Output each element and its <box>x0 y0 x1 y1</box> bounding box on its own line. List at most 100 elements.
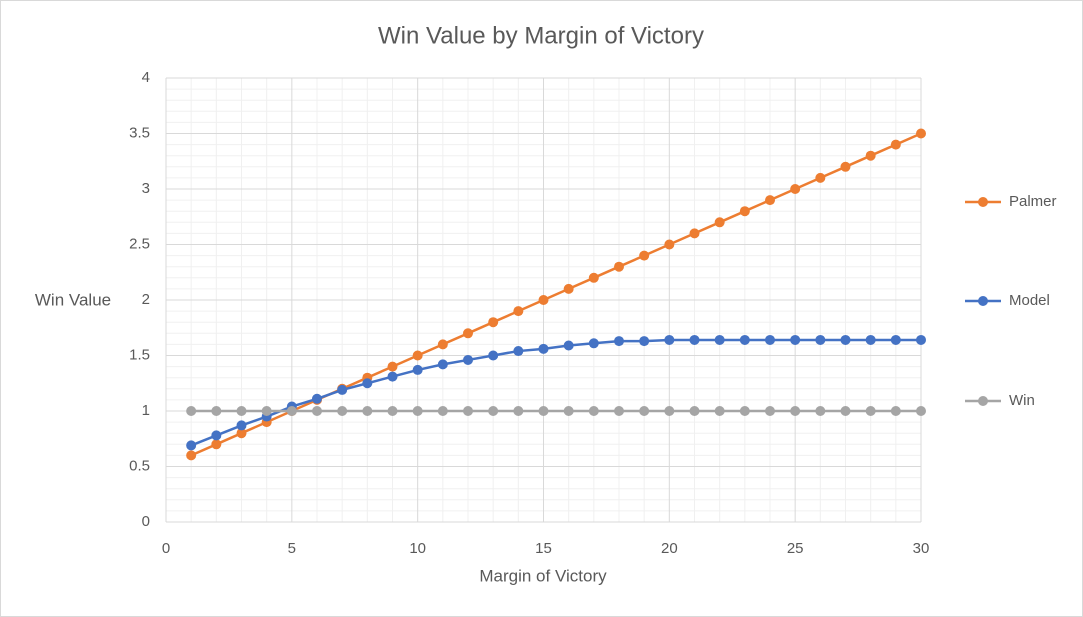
data-point <box>639 406 650 416</box>
data-point <box>714 217 725 228</box>
data-point <box>186 440 197 451</box>
data-point <box>588 406 599 416</box>
data-point <box>639 250 650 261</box>
y-axis-title: Win Value <box>35 290 111 309</box>
data-point <box>387 371 398 382</box>
data-point <box>840 161 851 172</box>
data-point <box>538 406 549 416</box>
data-point <box>664 406 675 416</box>
data-point <box>538 343 549 354</box>
data-point <box>865 150 876 161</box>
data-point <box>488 406 499 416</box>
data-point <box>463 328 473 339</box>
data-point <box>664 334 675 345</box>
data-point <box>236 428 247 439</box>
data-point <box>513 306 524 317</box>
data-point <box>739 206 750 217</box>
data-point <box>689 406 700 416</box>
y-tick-label: 3 <box>142 180 150 197</box>
y-tick-label: 2 <box>142 291 150 308</box>
data-point <box>765 406 775 416</box>
data-point <box>916 334 926 345</box>
data-point <box>865 406 876 416</box>
data-point <box>865 334 876 345</box>
data-point <box>211 430 222 441</box>
x-tick-label: 30 <box>913 540 930 557</box>
data-point <box>488 317 499 328</box>
data-point <box>563 406 574 416</box>
series <box>186 334 926 451</box>
x-tick-label: 15 <box>535 540 552 557</box>
data-point <box>790 184 801 194</box>
data-point <box>186 406 197 416</box>
data-point <box>890 139 901 150</box>
data-point <box>664 239 675 250</box>
x-tick-label: 10 <box>409 540 426 557</box>
data-point <box>815 406 826 416</box>
data-point <box>236 420 247 431</box>
y-tick-label: 1 <box>142 402 150 419</box>
chart-title: Win Value by Margin of Victory <box>378 22 704 49</box>
data-point <box>614 406 624 416</box>
data-point <box>916 128 926 139</box>
data-point <box>588 272 599 283</box>
data-point <box>765 195 775 206</box>
data-point <box>714 334 725 345</box>
data-point <box>790 406 801 416</box>
data-point <box>639 336 650 347</box>
data-point <box>916 406 926 416</box>
data-point <box>890 406 901 416</box>
y-tick-label: 2.5 <box>129 235 150 252</box>
legend-marker <box>978 296 988 306</box>
data-point <box>362 378 373 389</box>
data-point <box>890 334 901 345</box>
data-point <box>337 384 348 395</box>
legend-label: Model <box>1009 292 1050 309</box>
data-point <box>815 334 826 345</box>
data-point <box>437 339 448 350</box>
data-point <box>538 295 549 305</box>
data-point <box>412 364 423 375</box>
series <box>186 406 926 416</box>
data-point <box>765 334 775 345</box>
x-tick-label: 0 <box>162 540 170 557</box>
data-point <box>186 450 197 461</box>
data-point <box>412 406 423 416</box>
data-point <box>437 406 448 416</box>
data-point <box>739 406 750 416</box>
data-point <box>387 406 398 416</box>
data-point <box>563 340 574 351</box>
data-point <box>815 172 826 183</box>
y-tick-label: 3.5 <box>129 124 150 141</box>
data-point <box>437 359 448 370</box>
data-point <box>840 334 851 345</box>
legend-label: Win <box>1009 392 1035 409</box>
data-point <box>412 350 423 361</box>
data-point <box>689 334 700 345</box>
data-point <box>614 261 624 272</box>
data-point <box>588 338 599 349</box>
data-point <box>211 439 222 450</box>
data-point <box>286 406 297 416</box>
data-point <box>236 406 247 416</box>
legend-marker <box>978 396 988 406</box>
data-point <box>463 406 473 416</box>
data-point <box>488 350 499 361</box>
data-point <box>463 354 473 365</box>
y-tick-label: 0 <box>142 513 150 530</box>
x-tick-label: 20 <box>661 540 678 557</box>
x-tick-label: 5 <box>288 540 296 557</box>
y-tick-label: 1.5 <box>129 346 150 363</box>
data-point <box>840 406 851 416</box>
data-point <box>261 406 272 416</box>
data-point <box>337 406 348 416</box>
x-tick-label: 25 <box>787 540 804 557</box>
data-point <box>513 346 524 357</box>
data-point <box>563 283 574 294</box>
data-point <box>312 406 322 416</box>
data-point <box>689 228 700 239</box>
data-point <box>790 334 801 345</box>
data-point <box>387 361 398 372</box>
